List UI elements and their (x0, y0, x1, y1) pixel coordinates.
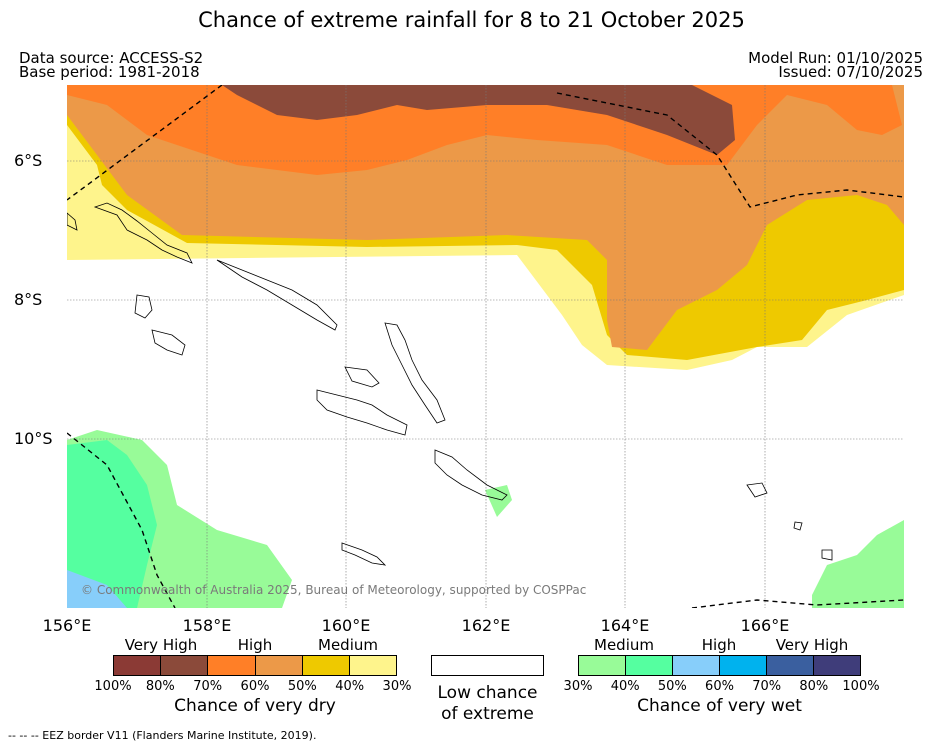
dry-category-very-high: Very High (124, 636, 198, 654)
wet-swatch-2 (673, 656, 720, 675)
wet-medium-region-se (812, 520, 904, 608)
rainfall-map[interactable] (67, 85, 904, 608)
low-chance-label-2: of extreme (441, 704, 534, 724)
wet-tick-label: 100% (842, 679, 880, 694)
wet-swatch-1 (626, 656, 673, 675)
wet-legend-label: Chance of very wet (637, 696, 802, 716)
dry-tick-label: 60% (240, 679, 270, 694)
map-title: Chance of extreme rainfall for 8 to 21 O… (198, 8, 745, 32)
wet-high-region (67, 440, 157, 608)
dry-category-high: High (237, 636, 273, 654)
base-period-label: Base period: 1981-2018 (19, 63, 200, 81)
wet-tick-label: 40% (610, 679, 640, 694)
wet-category-high: High (701, 636, 737, 654)
wet-colorbar (578, 655, 861, 676)
dry-very-high-region (222, 85, 735, 155)
wet-category-medium: Medium (594, 636, 654, 654)
dry-swatch-2 (208, 656, 256, 675)
wet-tick-label: 30% (563, 679, 593, 694)
dry-tick-label: 100% (94, 679, 132, 694)
wet-swatch-4 (767, 656, 814, 675)
wet-swatch-0 (579, 656, 626, 675)
wet-tick-label: 60% (705, 679, 734, 694)
wet-tick-label: 80% (799, 679, 829, 694)
wet-high-region-2 (67, 570, 127, 608)
lon-label-162e: 162°E (461, 616, 511, 635)
model-run-label: Model Run: 01/10/2025 (748, 49, 923, 67)
lat-label-6s: 6°S (14, 151, 43, 170)
lon-label-164e: 164°E (600, 616, 650, 635)
lon-label-156e: 156°E (42, 616, 92, 635)
coastlines (67, 202, 833, 566)
dry-tick-label: 80% (145, 679, 175, 694)
dry-category-medium: Medium (318, 636, 378, 654)
wet-category-very-high: Very High (775, 636, 849, 654)
grid-lines (67, 85, 904, 608)
dry-swatch-3 (255, 656, 303, 675)
dry-tick-label: 70% (193, 679, 223, 694)
dry-swatch-1 (161, 656, 209, 675)
dry-legend-label: Chance of very dry (174, 696, 336, 716)
lon-label-166e: 166°E (740, 616, 790, 635)
low-chance-label-1: Low chance (437, 683, 538, 703)
lon-label-158e: 158°E (182, 616, 232, 635)
eez-border-lines (67, 85, 904, 608)
issued-date-label: Issued: 07/10/2025 (778, 63, 923, 81)
dry-swatch-5 (349, 656, 397, 675)
dry-tick-label: 50% (287, 679, 317, 694)
lat-label-8s: 8°S (14, 290, 43, 309)
dry-swatch-0 (114, 656, 162, 675)
low-chance-swatch (431, 655, 544, 676)
wet-tick-label: 70% (752, 679, 782, 694)
copyright-notice: © Commonwealth of Australia 2025, Bureau… (81, 583, 587, 597)
data-source-label: Data source: ACCESS-S2 (19, 49, 204, 67)
lat-label-10s: 10°S (14, 429, 53, 448)
wet-swatch-3 (720, 656, 767, 675)
dry-swatch-4 (302, 656, 350, 675)
dry-colorbar (113, 655, 397, 676)
wet-medium-region-small (485, 485, 512, 517)
wet-swatch-5 (814, 656, 860, 675)
eez-footer-note: -- -- -- EEZ border V11 (Flanders Marine… (8, 729, 317, 742)
dry-tick-label: 30% (382, 679, 412, 694)
wet-tick-label: 50% (657, 679, 687, 694)
dry-tick-label: 40% (335, 679, 365, 694)
lon-label-160e: 160°E (321, 616, 371, 635)
